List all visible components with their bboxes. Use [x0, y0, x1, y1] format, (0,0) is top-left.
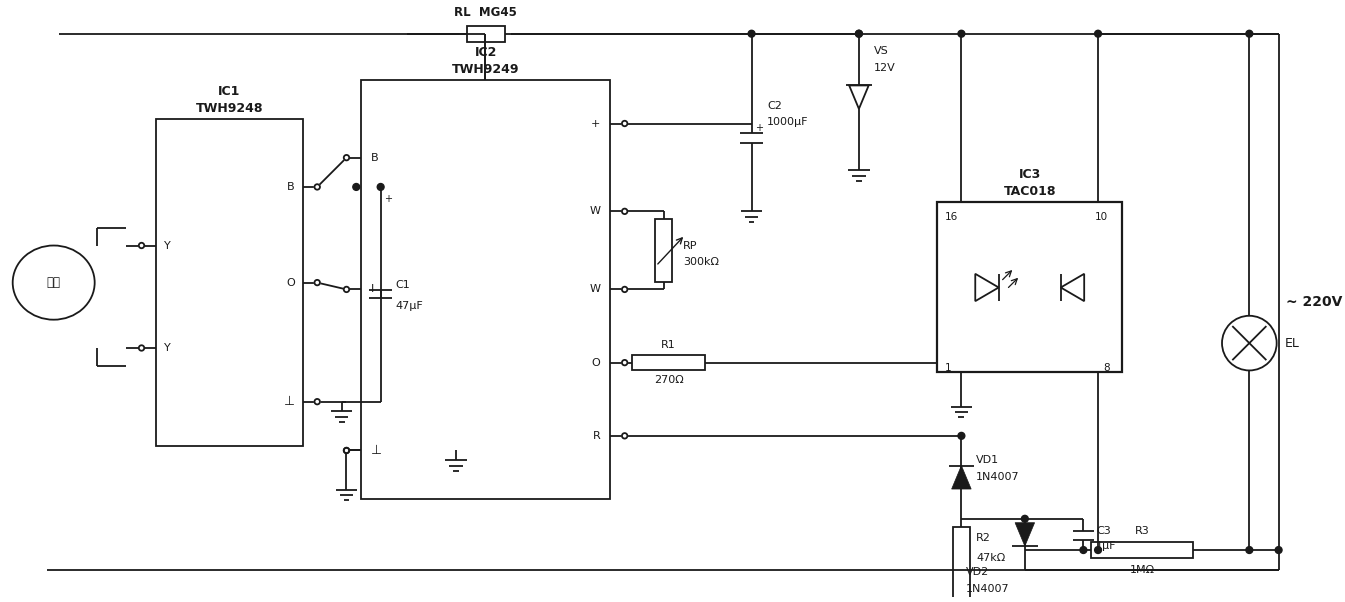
- Text: RL  MG45: RL MG45: [453, 6, 516, 19]
- Text: Y: Y: [164, 343, 171, 353]
- Text: +: +: [590, 119, 600, 128]
- Circle shape: [352, 184, 359, 190]
- Circle shape: [139, 243, 144, 248]
- Text: 1MΩ: 1MΩ: [1130, 565, 1154, 574]
- Text: ⊥: ⊥: [284, 395, 295, 408]
- Text: 天线: 天线: [47, 276, 61, 289]
- Text: IC1: IC1: [218, 85, 241, 98]
- Bar: [156, 119, 303, 445]
- Bar: [952, 527, 970, 599]
- Text: 47kΩ: 47kΩ: [976, 553, 1005, 563]
- Text: B: B: [371, 153, 378, 163]
- Polygon shape: [1061, 274, 1084, 301]
- Text: R: R: [593, 431, 600, 441]
- Text: TAC018: TAC018: [1003, 185, 1056, 198]
- Circle shape: [1275, 547, 1282, 553]
- Polygon shape: [1015, 523, 1034, 546]
- Text: O: O: [286, 278, 295, 288]
- Text: R2: R2: [976, 533, 991, 544]
- Circle shape: [621, 360, 627, 365]
- Circle shape: [344, 448, 350, 453]
- Text: +: +: [756, 123, 764, 134]
- Circle shape: [1245, 30, 1252, 37]
- Text: +: +: [383, 194, 391, 203]
- Circle shape: [958, 432, 964, 439]
- Circle shape: [344, 287, 350, 292]
- Circle shape: [344, 155, 350, 160]
- Text: 8: 8: [1103, 362, 1110, 373]
- Bar: [362, 79, 611, 499]
- Text: R3: R3: [1135, 526, 1150, 536]
- Text: 47μF: 47μF: [395, 301, 424, 311]
- Circle shape: [139, 346, 144, 351]
- Circle shape: [344, 448, 350, 453]
- Text: TWH9248: TWH9248: [195, 102, 264, 116]
- Circle shape: [958, 30, 964, 37]
- Text: 300kΩ: 300kΩ: [683, 257, 720, 267]
- Text: VS: VS: [873, 46, 888, 56]
- Text: 1N4007: 1N4007: [966, 584, 1010, 594]
- Circle shape: [377, 184, 385, 190]
- Text: C3: C3: [1096, 526, 1111, 536]
- Circle shape: [621, 433, 627, 439]
- Text: TWH9249: TWH9249: [452, 63, 519, 76]
- Circle shape: [1095, 547, 1102, 553]
- Text: VD1: VD1: [976, 455, 999, 465]
- Text: VD2: VD2: [966, 568, 990, 577]
- Circle shape: [621, 287, 627, 292]
- Bar: [632, 355, 705, 370]
- Text: ~ 220V: ~ 220V: [1286, 295, 1342, 309]
- Text: 10: 10: [1095, 212, 1108, 222]
- Text: ⊥: ⊥: [371, 444, 382, 457]
- Circle shape: [1021, 515, 1029, 522]
- Circle shape: [1095, 30, 1102, 37]
- Circle shape: [315, 280, 320, 285]
- Circle shape: [315, 399, 320, 405]
- Bar: [467, 26, 504, 42]
- Text: 1000μF: 1000μF: [767, 117, 808, 126]
- Circle shape: [748, 30, 755, 37]
- Circle shape: [855, 30, 862, 37]
- Bar: [937, 202, 1123, 373]
- Circle shape: [1245, 547, 1252, 553]
- Polygon shape: [952, 465, 971, 489]
- Text: 1: 1: [944, 362, 951, 373]
- Circle shape: [1080, 547, 1087, 553]
- Polygon shape: [975, 274, 999, 301]
- Text: Y: Y: [164, 241, 171, 250]
- Text: R1: R1: [662, 340, 677, 350]
- Polygon shape: [849, 85, 869, 109]
- Text: C1: C1: [395, 279, 410, 290]
- Circle shape: [621, 209, 627, 214]
- Circle shape: [315, 184, 320, 190]
- Bar: [1091, 542, 1193, 558]
- Bar: [655, 219, 672, 282]
- Text: I: I: [371, 284, 374, 294]
- Text: 1μF: 1μF: [1096, 541, 1116, 551]
- Text: IC2: IC2: [475, 46, 496, 59]
- Text: EL: EL: [1284, 337, 1299, 350]
- Circle shape: [621, 121, 627, 126]
- Text: O: O: [592, 358, 600, 368]
- Circle shape: [855, 30, 862, 37]
- Text: 12V: 12V: [873, 63, 896, 73]
- Text: RP: RP: [683, 241, 698, 252]
- Text: B: B: [286, 182, 295, 192]
- Text: W: W: [589, 284, 600, 294]
- Text: 270Ω: 270Ω: [654, 375, 683, 385]
- Text: IC3: IC3: [1018, 168, 1041, 181]
- Text: 16: 16: [944, 212, 958, 222]
- Text: 1N4007: 1N4007: [976, 472, 1020, 482]
- Text: C2: C2: [767, 101, 781, 111]
- Text: W: W: [589, 206, 600, 216]
